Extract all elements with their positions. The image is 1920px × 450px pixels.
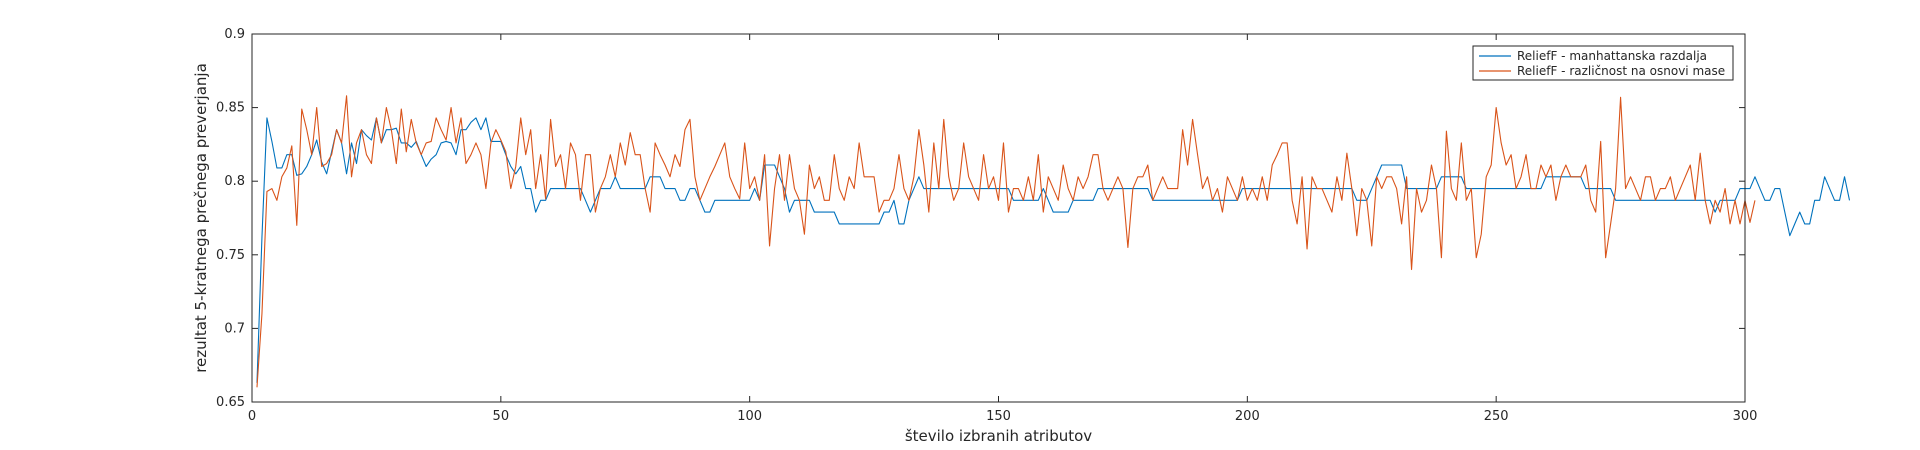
plot-area [252,34,1745,402]
x-tick-label: 200 [1235,409,1260,424]
y-tick-label: 0.65 [216,395,245,410]
y-tick-label: 0.7 [224,321,245,336]
x-tick-label: 100 [737,409,762,424]
legend-entry-2: ReliefF - različnost na osnovi mase [1517,64,1725,78]
y-axis-label: rezultat 5-kratnega prečnega preverjanja [192,63,210,373]
x-tick-label: 300 [1733,409,1758,424]
y-tick-label: 0.75 [216,248,245,263]
x-axis: 0 50 100 150 200 250 300 [248,34,1758,424]
x-axis-label: število izbranih atributov [905,427,1092,445]
x-tick-label: 250 [1484,409,1509,424]
x-tick-label: 50 [493,409,510,424]
x-tick-label: 0 [248,409,256,424]
legend-box [1472,45,1734,81]
y-tick-label: 0.8 [224,174,245,189]
y-tick-label: 0.9 [224,27,245,42]
x-tick-label: 150 [986,409,1011,424]
y-axis: 0.65 0.7 0.75 0.8 0.85 0.9 [216,27,1745,410]
legend-entry-1: ReliefF - manhattanska razdalja [1517,49,1707,63]
series-line-2 [256,95,1756,388]
series-line-1 [256,117,1851,383]
y-tick-label: 0.85 [216,101,245,116]
series-layer [256,95,1851,388]
